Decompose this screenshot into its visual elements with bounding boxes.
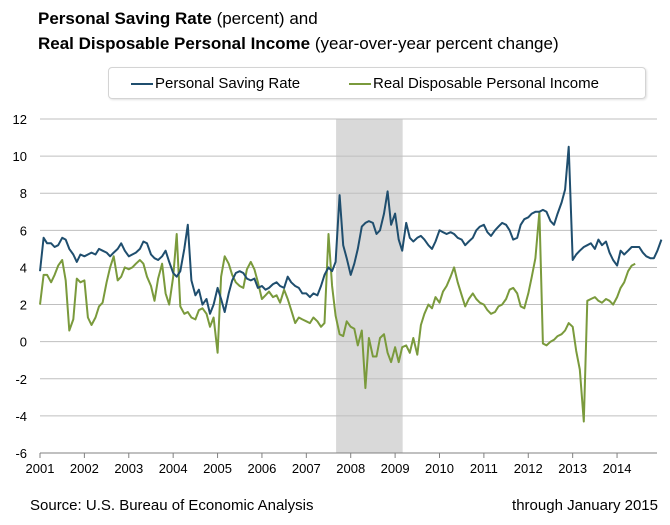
y-tick-label: 0 [20,335,27,350]
x-tick-label: 2007 [292,461,321,476]
y-tick-label: 2 [20,298,27,313]
y-tick-label: -4 [15,409,27,424]
title-saving-label: Personal Saving Rate [38,9,212,28]
x-tick-label: 2006 [247,461,276,476]
y-tick-label: 10 [13,149,27,164]
x-tick-label: 2010 [425,461,454,476]
legend-label-income: Real Disposable Personal Income [373,75,599,92]
title-income-label: Real Disposable Personal Income [38,34,311,53]
date-range-note: through January 2015 [512,497,658,514]
x-tick-label: 2005 [203,461,232,476]
y-tick-label: 4 [20,260,27,275]
chart-legend: Personal Saving Rate Real Disposable Per… [108,67,646,99]
legend-item-income: Real Disposable Personal Income [349,75,599,93]
x-tick-label: 2003 [114,461,143,476]
saving-rate-line [39,145,663,315]
y-tick-label: -2 [15,372,27,387]
y-tick-label: 8 [20,186,27,201]
x-tick-label: 2012 [514,461,543,476]
legend-swatch-income [349,83,371,86]
title-income-unit: (year-over-year percent change) [310,34,559,53]
legend-swatch-saving [131,83,153,86]
y-tick-label: 12 [13,112,27,127]
x-tick-label: 2002 [70,461,99,476]
x-tick-label: 2013 [558,461,587,476]
x-tick-label: 2004 [159,461,188,476]
chart-title-line-1: Personal Saving Rate (percent) and [38,9,318,29]
y-tick-label: -6 [15,446,27,461]
legend-item-saving: Personal Saving Rate [131,75,300,93]
income-line [39,210,636,423]
chart-title-line-2: Real Disposable Personal Income (year-ov… [38,34,559,54]
x-tick-label: 2011 [470,461,498,476]
x-tick-label: 2009 [381,461,410,476]
x-tick-label: 2001 [26,461,55,476]
x-tick-label: 2014 [603,461,632,476]
legend-label-saving: Personal Saving Rate [155,75,301,92]
recession-band [336,119,403,453]
x-tick-label: 2008 [336,461,365,476]
y-tick-label: 6 [20,223,27,238]
title-saving-unit: (percent) and [211,9,318,28]
source-note: Source: U.S. Bureau of Economic Analysis [30,497,314,514]
